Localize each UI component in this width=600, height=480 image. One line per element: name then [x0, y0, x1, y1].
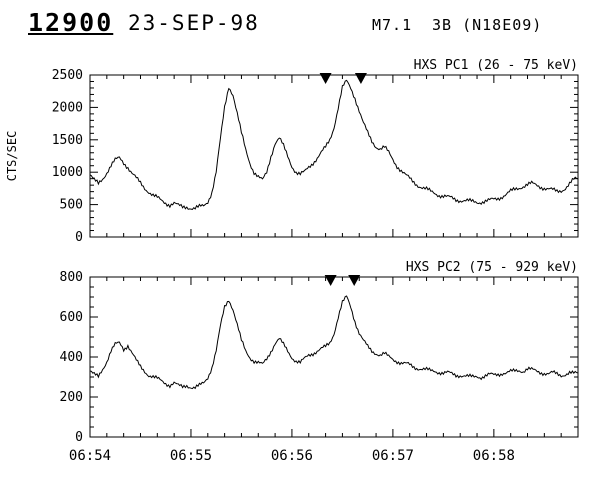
y-tick-label: 800: [60, 270, 83, 285]
interval-marker-icon: [354, 73, 367, 84]
y-tick-label: 1500: [52, 133, 83, 148]
event-number: 12900: [28, 8, 114, 37]
interval-marker-icon: [348, 275, 361, 286]
plot-frame: [89, 74, 579, 238]
y-tick-label: 600: [60, 310, 83, 325]
y-axis-label: CTS/SEC: [5, 131, 19, 182]
y-tick-label: 2500: [52, 68, 83, 83]
goes-class: M7.1: [372, 16, 413, 34]
interval-marker-icon: [319, 73, 332, 84]
panel-2: 0 200 400 600 800 06:54 06:55 06:56 06:57 06:58 HX…: [60, 260, 579, 464]
y-tick-label: 500: [60, 198, 83, 213]
light-curve: [89, 79, 579, 210]
x-tick-label: 06:55: [170, 448, 212, 464]
y-tick-label: 0: [75, 230, 83, 245]
y-tick-label: 0: [75, 430, 83, 445]
light-curve: [89, 295, 579, 390]
x-tick-label: 06:56: [271, 448, 313, 464]
x-tick-label: 06:54: [69, 448, 111, 464]
optical-class-location: 3B (N18E09): [432, 16, 543, 34]
y-tick-label: 2000: [52, 100, 83, 115]
event-date: 23-SEP-98: [128, 11, 260, 35]
interval-marker-icon: [324, 275, 337, 286]
y-tick-label: 400: [60, 350, 83, 365]
y-tick-label: 1000: [52, 165, 83, 180]
panel-title: HXS PC2 (75 - 929 keV): [406, 260, 578, 275]
panel-1: 0 500 1000 1500 2000 2500 HXS PC1 (26 - 75 keV…: [5, 58, 579, 245]
x-tick-label: 06:58: [473, 448, 515, 464]
x-tick-label: 06:57: [372, 448, 414, 464]
y-tick-label: 200: [60, 390, 83, 405]
plot-frame: [89, 276, 579, 438]
panel-title: HXS PC1 (26 - 75 keV): [414, 58, 578, 73]
